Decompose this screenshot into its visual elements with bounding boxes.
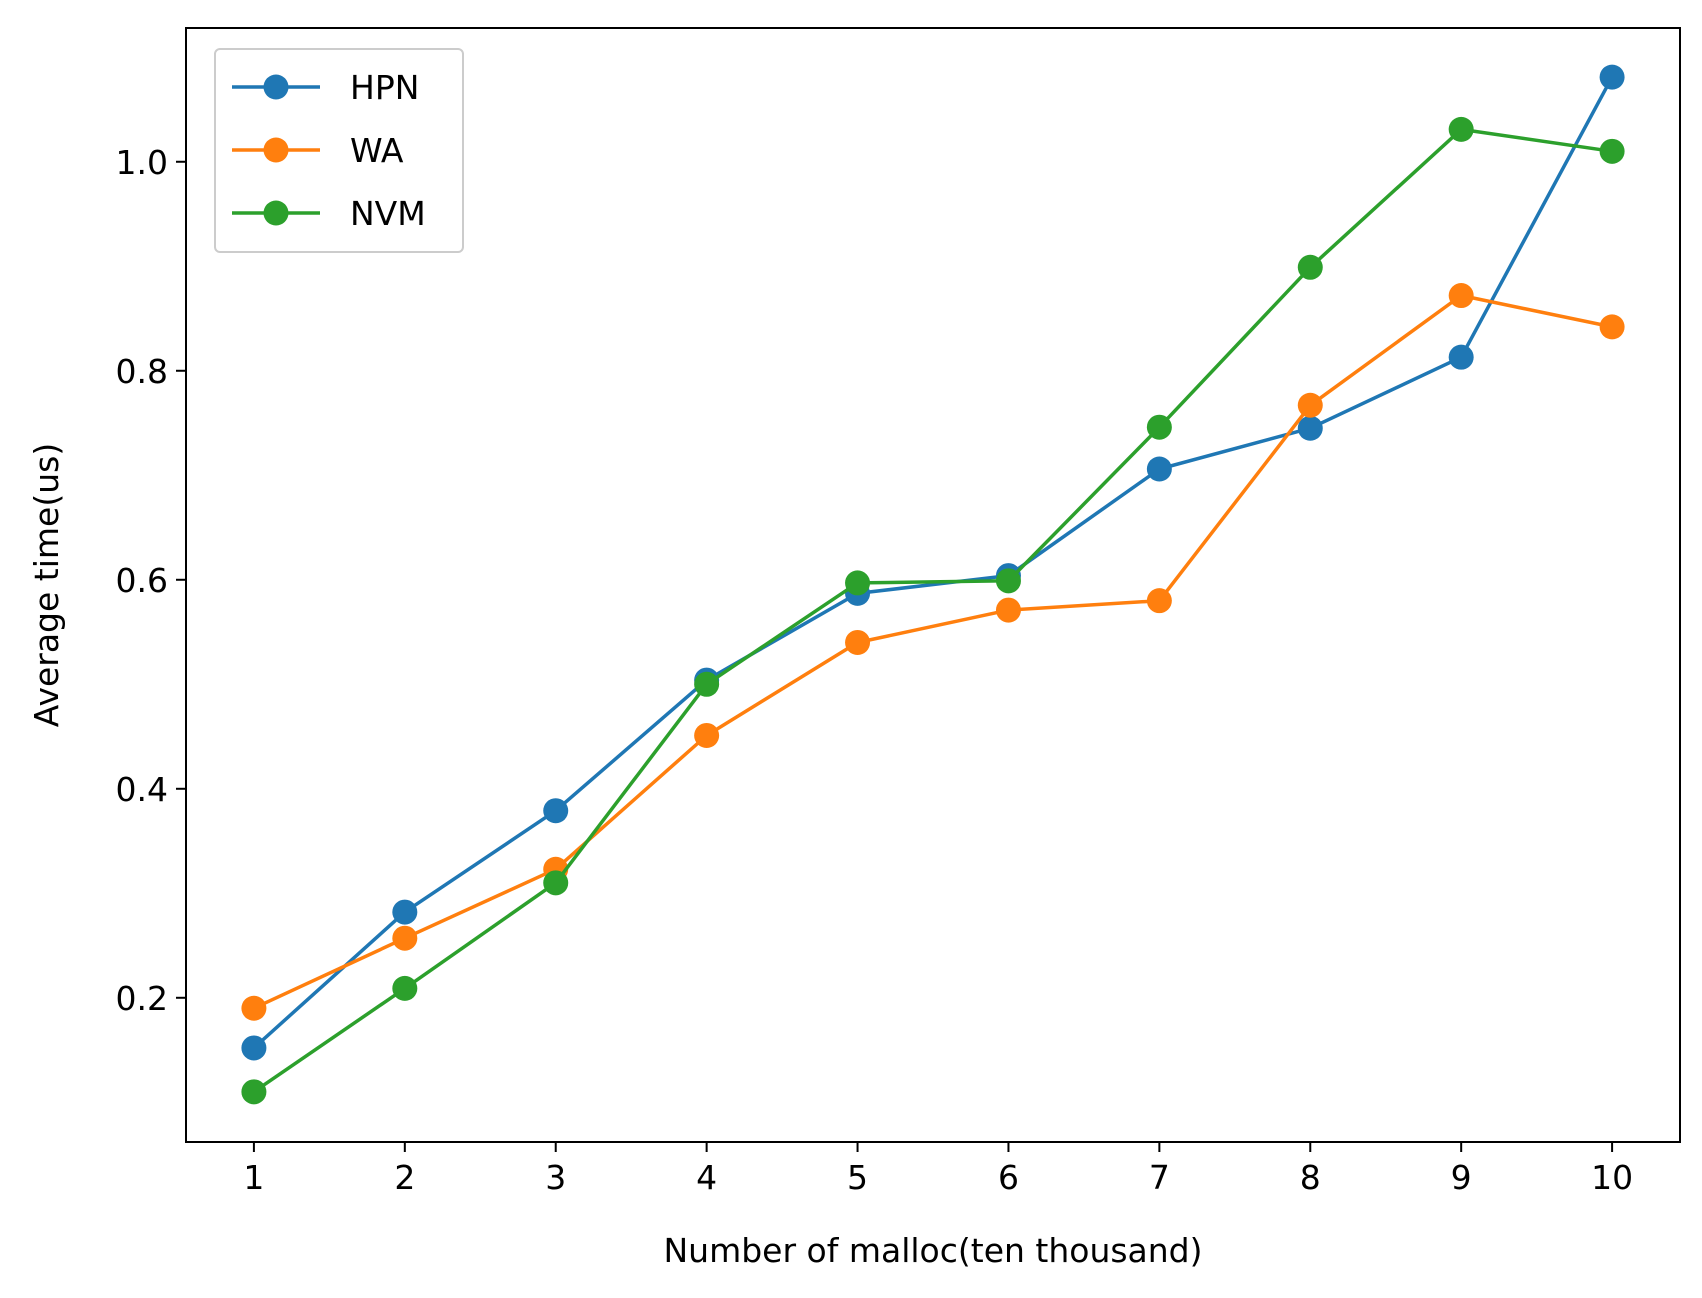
plot-frame (185, 27, 1681, 1143)
data-point-hpn (241, 1035, 267, 1061)
x-axis-label: Number of malloc(ten thousand) (663, 1231, 1202, 1270)
legend-swatch-marker (263, 200, 289, 226)
legend-label-hpn: HPN (350, 68, 419, 107)
data-point-wa (1448, 283, 1474, 309)
y-tick-label: 0.8 (116, 352, 168, 391)
data-point-wa (1297, 392, 1323, 418)
data-point-nvm (1297, 254, 1323, 280)
series-line-wa (253, 293, 1613, 1010)
legend-swatch-marker (263, 137, 289, 163)
x-tick-label: 6 (998, 1158, 1019, 1197)
data-point-nvm (694, 671, 720, 697)
legend-label-wa: WA (350, 131, 404, 170)
x-tick-label: 9 (1451, 1158, 1472, 1197)
x-tick-label: 2 (394, 1158, 415, 1197)
y-tick-label: 0.6 (116, 561, 168, 600)
data-point-hpn (1448, 344, 1474, 370)
y-tick-label: 1.0 (116, 143, 168, 182)
data-point-nvm (1448, 116, 1474, 142)
x-tick-label: 3 (545, 1158, 566, 1197)
data-point-wa (1146, 588, 1172, 614)
data-point-nvm (1599, 138, 1625, 164)
data-point-nvm (241, 1079, 267, 1105)
series-line-hpn (252, 76, 1614, 1050)
data-point-wa (845, 629, 871, 655)
legend-swatch-marker (263, 74, 289, 100)
data-point-wa (694, 722, 720, 748)
x-tick-label: 7 (1149, 1158, 1170, 1197)
legend: HPN WA NVM (214, 48, 464, 253)
data-point-hpn (1297, 415, 1323, 441)
y-axis: 0.2 0.4 0.6 0.8 1.0 (116, 143, 186, 1018)
x-tick-label: 10 (1591, 1158, 1633, 1197)
y-tick-label: 0.2 (116, 979, 168, 1018)
x-tick-label: 1 (243, 1158, 264, 1197)
data-point-nvm (995, 568, 1021, 594)
series-line-nvm (252, 127, 1613, 1094)
y-tick-label: 0.4 (116, 770, 168, 809)
x-axis: 1 2 3 4 5 6 7 8 9 10 (243, 1142, 1633, 1197)
data-point-wa (1599, 314, 1625, 340)
data-point-wa (241, 995, 267, 1021)
data-point-hpn (1146, 456, 1172, 482)
data-point-nvm (392, 975, 418, 1001)
data-point-nvm (1146, 414, 1172, 440)
legend-label-nvm: NVM (350, 194, 426, 233)
x-tick-label: 5 (847, 1158, 868, 1197)
data-point-hpn (1599, 64, 1625, 90)
data-point-wa (995, 597, 1021, 623)
data-point-hpn (543, 798, 569, 824)
x-tick-label: 8 (1300, 1158, 1321, 1197)
x-tick-label: 4 (696, 1158, 717, 1197)
data-point-nvm (845, 570, 871, 596)
series-layer (241, 64, 1625, 1105)
data-point-wa (392, 925, 418, 951)
y-axis-label: Average time(us) (27, 443, 66, 727)
data-point-nvm (543, 870, 569, 896)
data-point-hpn (392, 899, 418, 925)
